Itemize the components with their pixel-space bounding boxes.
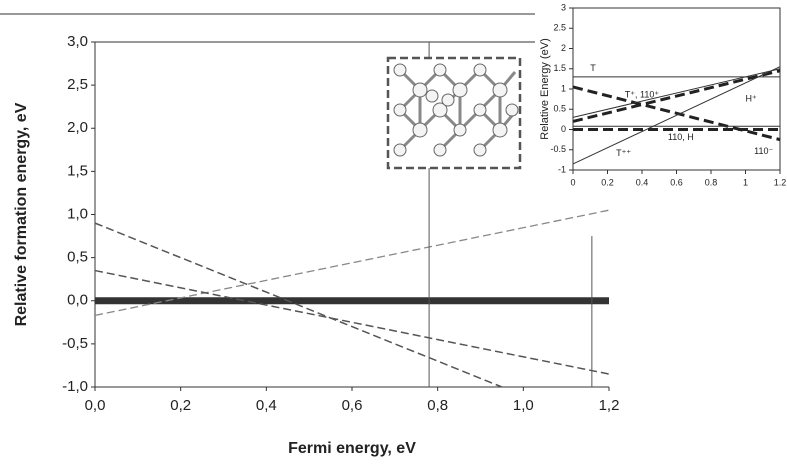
x-tick-label: 0,2 bbox=[170, 397, 191, 414]
annotation: T⁺, 110⁺ bbox=[625, 89, 660, 99]
y-tick-label: -1,0 bbox=[62, 378, 88, 395]
y-tick-label: 2,0 bbox=[67, 119, 88, 136]
x-axis-title: Fermi energy, eV bbox=[288, 440, 416, 457]
x-tick-label: 0,6 bbox=[342, 397, 363, 414]
y-tick-label: 1,0 bbox=[67, 205, 88, 222]
y-tick-label: 2.5 bbox=[553, 23, 566, 33]
main-chart: 0,0 0,2 0,4 0,6 0,8 1,0 1,2 -1,0 -0,5 0,0 0,5 1,0 1,… bbox=[13, 33, 619, 457]
annotation: 110⁻ bbox=[754, 146, 773, 156]
y-tick-label: 0.5 bbox=[553, 104, 566, 114]
y-tick-label: 1.5 bbox=[553, 63, 566, 73]
y-tick-label: 0,0 bbox=[67, 292, 88, 309]
x-tick-label: 0,8 bbox=[427, 397, 448, 414]
y-tick-label: 0,5 bbox=[67, 249, 88, 266]
y-tick-label: 1 bbox=[561, 83, 566, 93]
y-tick-label: 3 bbox=[561, 2, 566, 12]
y-tick-label: -0.5 bbox=[550, 144, 566, 154]
series-line bbox=[572, 69, 781, 123]
y-tick-label: 2 bbox=[561, 43, 566, 53]
series-line bbox=[94, 222, 503, 388]
y-tick-label: 2,5 bbox=[67, 76, 88, 93]
y-tick-label: 3,0 bbox=[67, 33, 88, 50]
x-tick-label: 0.6 bbox=[670, 177, 683, 187]
y-tick-label: -1 bbox=[558, 164, 566, 174]
x-tick-label: 1,2 bbox=[599, 397, 620, 414]
x-tick-label: 0,0 bbox=[85, 397, 106, 414]
x-tick-label: 0 bbox=[570, 177, 575, 187]
y-axis-title: Relative formation energy, eV bbox=[13, 102, 30, 326]
annotation: T⁺⁺ bbox=[616, 148, 631, 158]
series-line bbox=[572, 85, 781, 142]
y-tick-label: 0 bbox=[561, 124, 566, 134]
x-tick-label: 1.2 bbox=[774, 177, 787, 187]
series-line bbox=[572, 66, 781, 165]
x-tick-label: 0.8 bbox=[705, 177, 718, 187]
series-line bbox=[572, 68, 781, 118]
x-tick-label: 0.4 bbox=[636, 177, 649, 187]
annotation: T bbox=[590, 63, 596, 73]
annotation: 110, H bbox=[668, 132, 694, 142]
x-tick-label: 0.2 bbox=[601, 177, 614, 187]
series-line bbox=[94, 209, 610, 317]
x-tick-label: 1,0 bbox=[513, 397, 534, 414]
y-tick-label: 1,5 bbox=[67, 162, 88, 179]
x-tick-label: 0,4 bbox=[256, 397, 277, 414]
series-line bbox=[94, 269, 610, 375]
x-tick-label: 1 bbox=[743, 177, 748, 187]
inset-chart: 0 0.2 0.4 0.6 0.8 1 1.2 -1 -0.5 0 0.5 1 1.5 2 2.5 3 T T⁺,… bbox=[535, 0, 787, 197]
y-tick-label: -0,5 bbox=[62, 335, 88, 352]
molecule-inset bbox=[386, 56, 522, 170]
y-axis-title: Relative Energy (eV) bbox=[539, 38, 551, 140]
annotation: H⁺ bbox=[746, 94, 757, 104]
